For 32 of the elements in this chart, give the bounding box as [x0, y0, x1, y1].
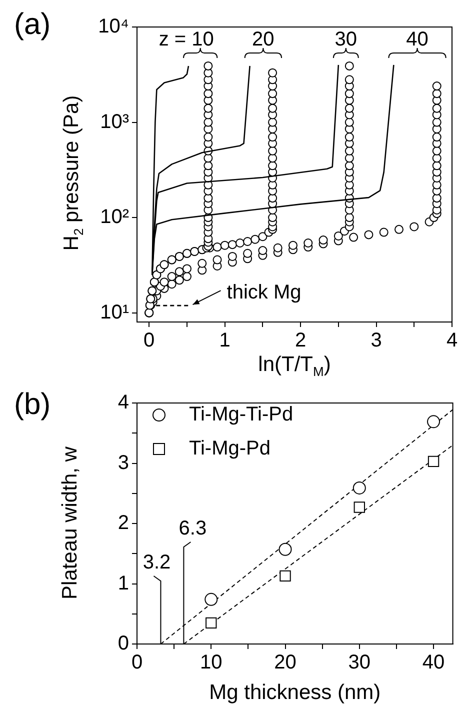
- x-tick-label: 4: [446, 330, 458, 352]
- legend-label: Ti-Mg-Pd: [189, 438, 270, 460]
- y-tick-label: 10³: [100, 110, 130, 133]
- y-tick-label: 1: [118, 572, 129, 594]
- x-axis-title: Mg thickness (nm): [208, 680, 382, 706]
- x-tick-label: 10: [200, 652, 222, 674]
- chart-title: (b): [14, 388, 51, 421]
- annotation: 3.2: [142, 552, 171, 574]
- y-tick-label: 4: [118, 392, 129, 414]
- annotation: 6.3: [178, 518, 207, 540]
- x-tick-label: 3: [370, 330, 382, 352]
- annotation: 40: [406, 28, 428, 51]
- x-tick-label: 30: [348, 652, 371, 674]
- x-tick-label: 40: [422, 652, 445, 674]
- annotation: z = 10: [158, 28, 214, 51]
- chart-title: (a): [14, 8, 51, 41]
- annotation: 20: [252, 28, 274, 51]
- x-tick-label: 20: [274, 652, 296, 674]
- x-tick-label: 0: [144, 330, 155, 352]
- y-tick-label: 10²: [100, 206, 130, 228]
- legend-label: Ti-Mg-Ti-Pd: [189, 404, 294, 426]
- x-tick-label: 1: [219, 330, 230, 352]
- annotation: 30: [334, 28, 358, 51]
- x-tick-label: 2: [294, 330, 306, 352]
- y-axis-title: Plateau width, w: [58, 446, 82, 600]
- y-tick-label: 3: [118, 452, 129, 474]
- y-tick-label: 10⁴: [98, 16, 129, 38]
- annotation: thick Mg: [226, 282, 302, 304]
- y-tick-label: 10¹: [100, 301, 130, 324]
- y-tick-label: 2: [118, 512, 129, 534]
- y-tick-label: 0: [118, 632, 129, 655]
- x-axis-title: ln(T/T$_{M}$): [257, 352, 332, 380]
